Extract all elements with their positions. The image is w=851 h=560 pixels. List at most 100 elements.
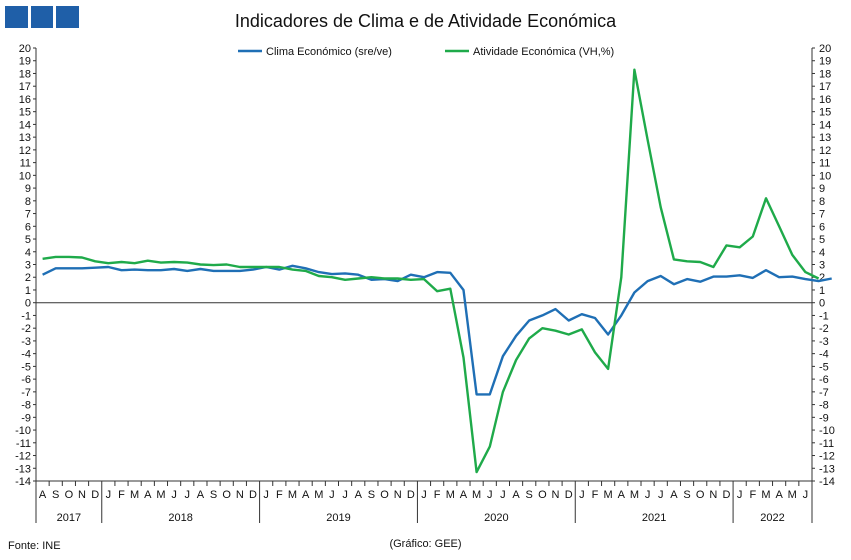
month-label: J [421,489,427,501]
month-label: M [130,489,139,501]
month-label: J [106,489,112,501]
month-label: F [276,489,283,501]
y-tick-label-right: 8 [819,196,825,208]
month-label: O [538,489,547,501]
logo-block [5,6,28,28]
month-label: J [342,489,348,501]
y-tick-label-right: -3 [819,336,829,348]
month-label: F [592,489,599,501]
year-label: 2018 [168,512,192,524]
y-tick-label-left: 5 [25,234,31,246]
year-label: 2020 [484,512,508,524]
month-label: F [434,489,441,501]
y-tick-label-right: -1 [819,310,829,322]
month-label: S [683,489,690,501]
month-label: J [500,489,506,501]
month-label: M [446,489,455,501]
y-tick-label-right: 13 [819,132,831,144]
month-label: A [775,489,783,501]
month-label: N [78,489,86,501]
y-tick-label-right: 5 [819,234,825,246]
y-tick-label-left: -3 [21,336,31,348]
y-tick-label-left: -14 [15,476,31,488]
y-tick-label-right: -13 [819,463,835,475]
y-tick-label-right: 12 [819,145,831,157]
month-label: J [645,489,651,501]
month-label: F [118,489,125,501]
month-label: J [803,489,809,501]
month-label: A [197,489,205,501]
y-tick-label-left: -5 [21,361,31,373]
month-label: A [302,489,310,501]
month-label: M [288,489,297,501]
y-tick-label-right: -9 [819,412,829,424]
y-tick-label-left: -8 [21,400,31,412]
y-tick-label-left: 1 [25,285,31,297]
y-tick-label-left: 10 [19,170,31,182]
y-tick-label-right: 19 [819,56,831,68]
y-tick-label-right: 4 [819,247,825,259]
month-label: J [487,489,493,501]
month-label: S [526,489,533,501]
y-tick-label-left: 0 [25,298,31,310]
y-tick-label-left: -7 [21,387,31,399]
y-tick-label-right: -7 [819,387,829,399]
y-tick-label-left: 15 [19,107,31,119]
y-tick-label-left: 7 [25,209,31,221]
y-tick-label-left: -9 [21,412,31,424]
y-tick-label-left: -13 [15,463,31,475]
y-tick-label-left: 12 [19,145,31,157]
y-tick-label-right: 20 [819,43,831,55]
month-label: A [618,489,626,501]
y-tick-label-left: 14 [19,119,31,131]
month-label: A [670,489,678,501]
y-tick-label-right: -10 [819,425,835,437]
month-label: N [552,489,560,501]
year-label: 2022 [760,512,784,524]
y-tick-label-right: -2 [819,323,829,335]
y-tick-label-right: 1 [819,285,825,297]
y-tick-label-right: 16 [819,94,831,106]
logo-block [56,6,80,28]
month-label: A [355,489,363,501]
month-label: A [512,489,520,501]
month-label: O [65,489,74,501]
series-line-2 [42,68,820,474]
month-label: D [723,489,731,501]
y-tick-label-left: 20 [19,43,31,55]
month-label: J [737,489,743,501]
month-label: N [709,489,717,501]
month-label: J [263,489,269,501]
y-tick-label-left: 3 [25,260,31,272]
y-tick-label-right: -8 [819,400,829,412]
y-tick-label-left: -11 [16,438,31,450]
month-label: D [407,489,415,501]
y-tick-label-left: -1 [21,310,31,322]
y-tick-label-left: 18 [19,68,31,80]
month-label: J [171,489,177,501]
month-label: D [91,489,99,501]
y-tick-label-right: 6 [819,221,825,233]
month-label: N [236,489,244,501]
y-tick-label-right: 2 [819,272,825,284]
y-tick-label-right: 9 [819,183,825,195]
y-tick-label-right: 3 [819,260,825,272]
year-label: 2017 [57,512,81,524]
year-label: 2021 [642,512,666,524]
month-label: J [658,489,664,501]
month-label: S [210,489,217,501]
y-tick-label-right: -12 [819,451,835,463]
y-tick-label-right: -6 [819,374,829,386]
month-label: M [156,489,165,501]
y-tick-label-right: -14 [819,476,835,488]
y-tick-label-right: -5 [819,361,829,373]
y-tick-label-right: 11 [819,158,830,170]
y-tick-label-right: 15 [819,107,831,119]
y-tick-label-right: 10 [819,170,831,182]
month-label: J [329,489,335,501]
month-label: O [696,489,705,501]
month-label: M [604,489,613,501]
logo-block [30,6,54,28]
month-label: O [380,489,389,501]
